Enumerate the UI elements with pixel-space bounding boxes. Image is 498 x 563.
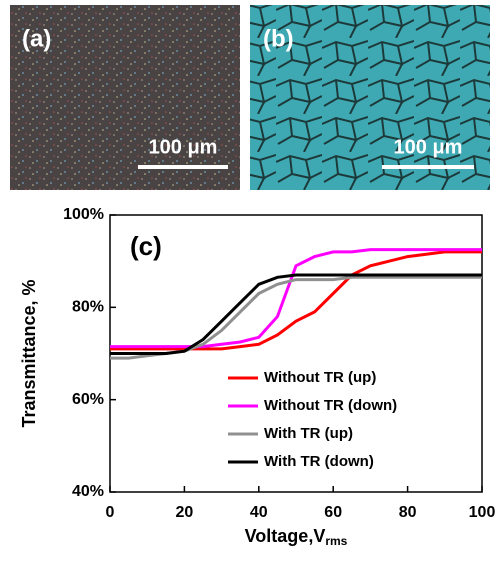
x-tick-label: 20 xyxy=(176,504,194,521)
x-tick-label: 80 xyxy=(399,504,417,521)
x-tick-label: 100 xyxy=(469,504,496,521)
legend-label: Without TR (up) xyxy=(264,369,376,386)
x-axis-label: Voltage,Vrms xyxy=(245,526,348,548)
micrograph-b: (b) 100 μm xyxy=(250,5,490,190)
chart: 40% 60% 80% 100% 0 20 40 60 80 100 Transmittance, … xyxy=(19,206,496,548)
legend-label: With TR (down) xyxy=(264,453,374,470)
image-b xyxy=(250,5,490,190)
legend-label: Without TR (down) xyxy=(264,397,397,414)
x-axis-label-main: Voltage,V xyxy=(245,526,326,546)
scale-label: 100 μm xyxy=(149,136,218,158)
x-tick-label: 40 xyxy=(250,504,268,521)
image-a xyxy=(10,5,240,190)
series-line xyxy=(110,250,482,351)
series-line xyxy=(110,248,482,349)
panel-label: (a) xyxy=(22,25,51,52)
x-tick-label: 60 xyxy=(324,504,342,521)
x-tick-label: 0 xyxy=(106,504,115,521)
scale-label: 100 μm xyxy=(394,136,463,158)
legend-label: With TR (up) xyxy=(264,425,353,442)
x-axis-label-sub: rms xyxy=(325,534,347,548)
micrograph-a: (a) 100 μm xyxy=(10,5,240,190)
y-tick-label: 80% xyxy=(72,299,104,316)
y-tick-label: 40% xyxy=(72,483,104,500)
panel-label: (c) xyxy=(130,231,162,261)
panel-label: (b) xyxy=(263,25,294,52)
y-tick-label: 100% xyxy=(63,206,104,223)
y-tick-label: 60% xyxy=(72,391,104,408)
y-axis-label: Transmittance, % xyxy=(19,279,39,427)
series-line xyxy=(110,273,482,355)
